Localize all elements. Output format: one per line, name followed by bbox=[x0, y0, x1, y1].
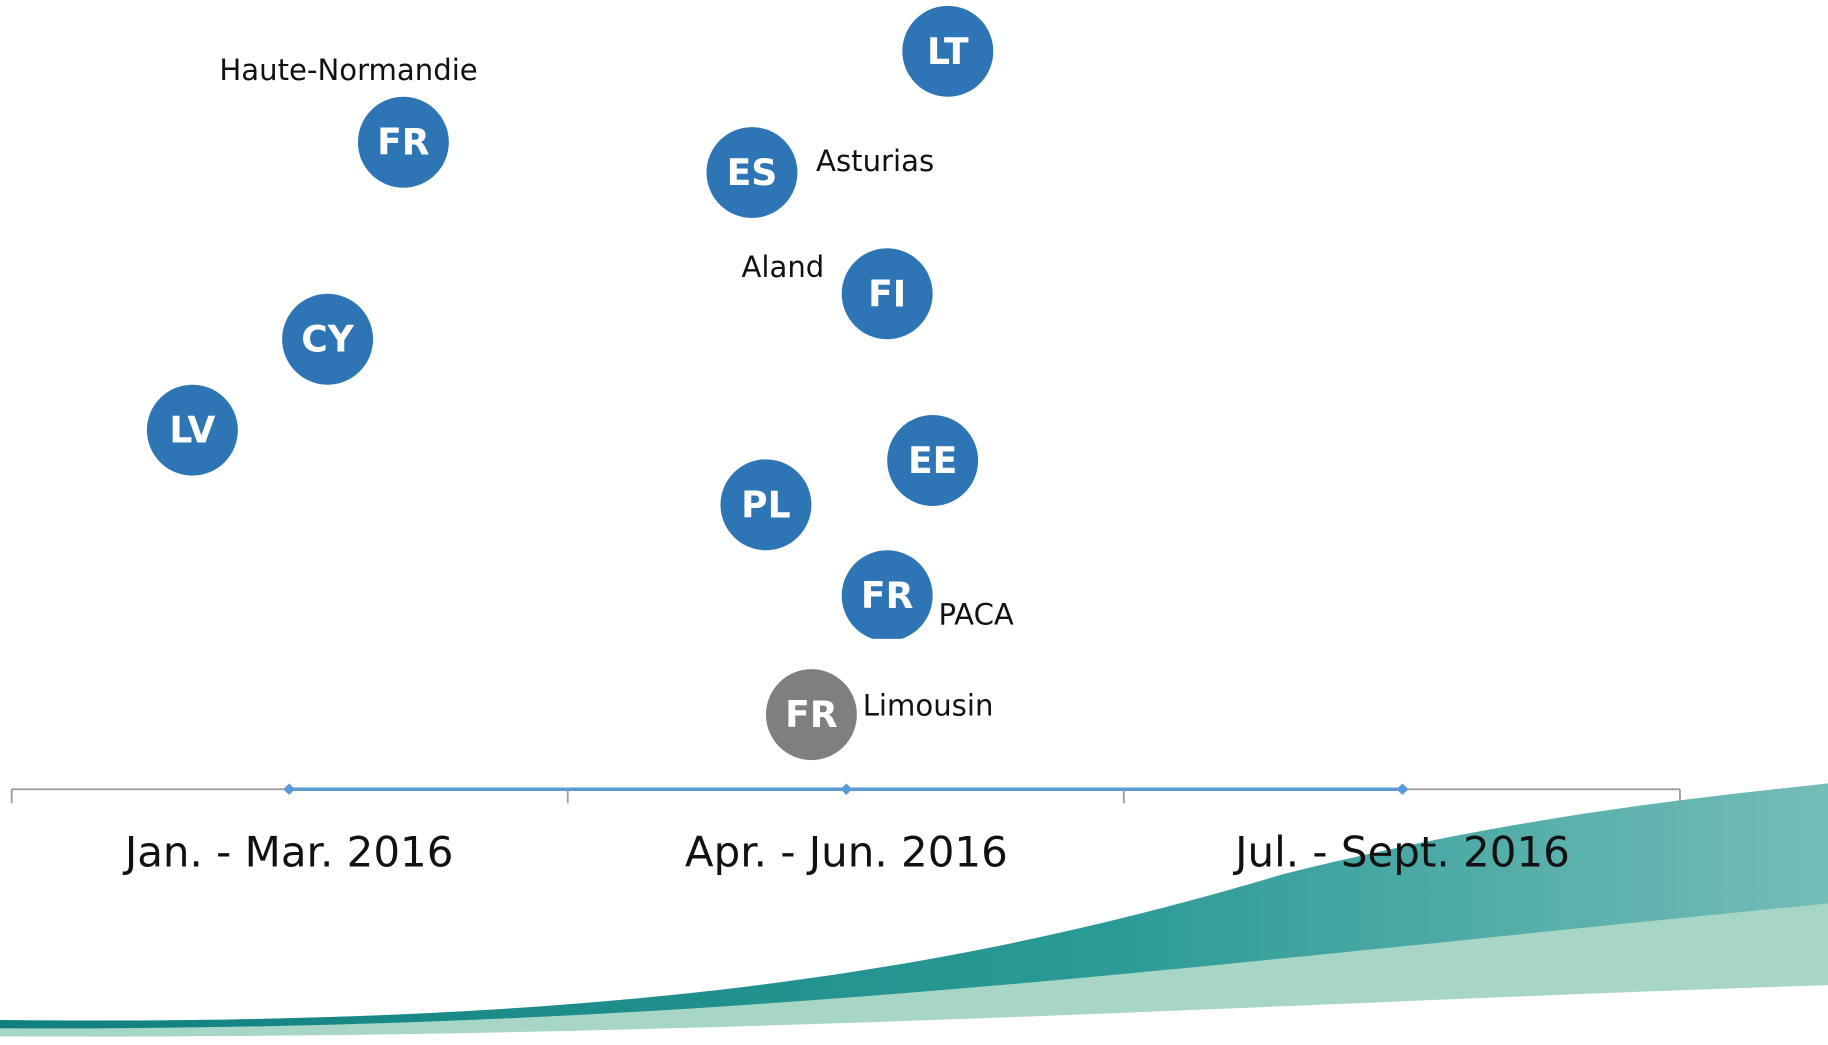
country-code: LV bbox=[169, 409, 215, 452]
bubble: ES Asturias bbox=[706, 127, 934, 218]
country-code: CY bbox=[301, 318, 355, 361]
period-label: Jan. - Mar. 2016 bbox=[122, 828, 454, 877]
country-code: PL bbox=[741, 483, 791, 526]
bubble: CY bbox=[282, 294, 373, 385]
period-label: Apr. - Jun. 2016 bbox=[685, 828, 1008, 877]
country-code: FR bbox=[377, 121, 430, 164]
country-code: FR bbox=[785, 693, 838, 736]
bubble: FR Haute-Normandie bbox=[219, 53, 477, 188]
country-code: ES bbox=[727, 151, 778, 194]
bubble: LV bbox=[147, 385, 238, 476]
bubble: EE bbox=[887, 415, 978, 506]
period-label: Jul. - Sept. 2016 bbox=[1232, 828, 1570, 877]
region-label: Aland bbox=[741, 250, 824, 284]
region-label: PACA bbox=[938, 597, 1013, 631]
bubble: FR Limousin bbox=[766, 639, 993, 760]
bubble: LT bbox=[902, 6, 993, 97]
country-code: FR bbox=[861, 574, 914, 617]
region-label: Asturias bbox=[816, 144, 934, 178]
country-code: FI bbox=[868, 272, 906, 315]
country-code: LT bbox=[927, 30, 969, 73]
bubble: FI Aland bbox=[741, 248, 932, 339]
region-label: Limousin bbox=[863, 688, 994, 722]
bubble: PL bbox=[720, 459, 811, 550]
bubble: FR PACA bbox=[842, 550, 1014, 641]
country-code: EE bbox=[908, 439, 957, 482]
timeline-diagram: Jan. - Mar. 2016 Apr. - Jun. 2016 Jul. -… bbox=[0, 0, 1828, 1045]
region-label: Haute-Normandie bbox=[219, 53, 477, 87]
